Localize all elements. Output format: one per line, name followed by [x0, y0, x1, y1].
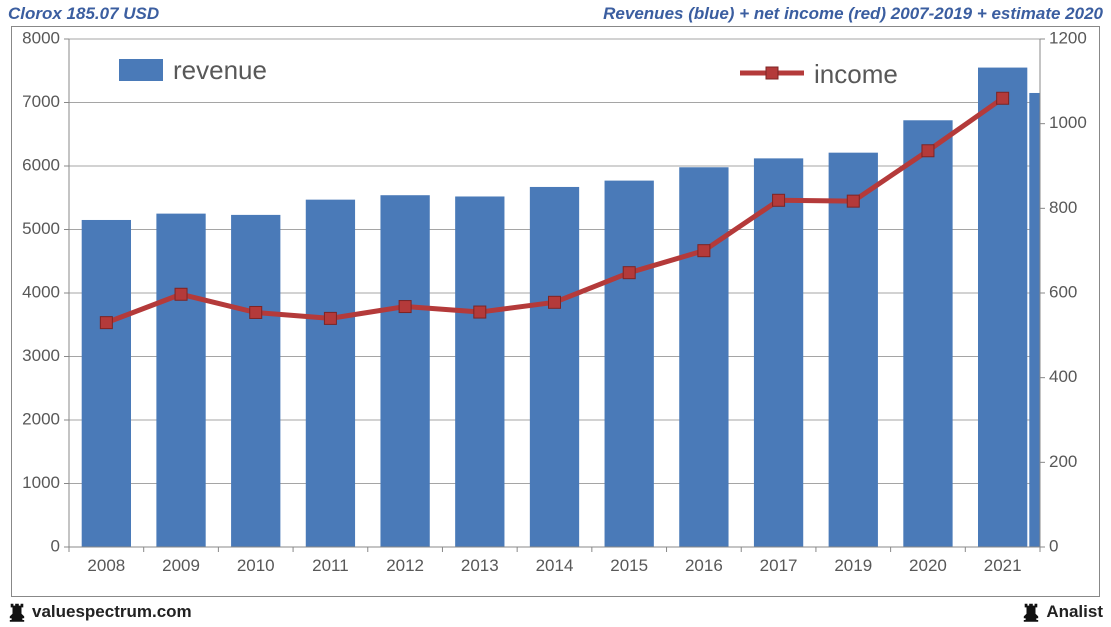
svg-text:6000: 6000 — [22, 155, 60, 174]
revenue-bar — [380, 195, 429, 547]
revenue-bar — [903, 120, 952, 547]
revenue-bar — [605, 181, 654, 547]
svg-text:2012: 2012 — [386, 556, 424, 575]
revenue-income-chart: 0 1000 2000 3000 4000 5000 6000 7000 8000 0 200 400… — [12, 27, 1099, 596]
income-marker — [324, 312, 336, 324]
svg-text:2021: 2021 — [984, 556, 1022, 575]
revenue-bar — [82, 220, 131, 547]
svg-text:2019: 2019 — [834, 556, 872, 575]
svg-text:1200: 1200 — [1049, 28, 1087, 47]
svg-text:200: 200 — [1049, 452, 1077, 471]
legend-label-revenue: revenue — [173, 55, 267, 85]
income-marker — [175, 288, 187, 300]
svg-text:2009: 2009 — [162, 556, 200, 575]
revenue-bar — [978, 68, 1027, 547]
header-left: Clorox 185.07 USD — [6, 4, 159, 24]
income-marker — [549, 296, 561, 308]
legend-label-income: income — [814, 59, 898, 89]
svg-text:2000: 2000 — [22, 409, 60, 428]
svg-text:400: 400 — [1049, 367, 1077, 386]
rook-icon — [8, 602, 26, 622]
footer-left-brand: valuespectrum.com — [8, 602, 192, 622]
revenue-bar — [231, 215, 280, 547]
revenue-bar — [679, 167, 728, 547]
svg-text:2011: 2011 — [312, 556, 349, 575]
svg-text:5000: 5000 — [22, 219, 60, 238]
svg-text:2017: 2017 — [760, 556, 798, 575]
svg-text:2013: 2013 — [461, 556, 499, 575]
svg-text:0: 0 — [1049, 536, 1058, 555]
revenue-bar — [156, 214, 205, 547]
income-marker — [399, 301, 411, 313]
header-right: Revenues (blue) + net income (red) 2007-… — [603, 4, 1105, 24]
income-marker — [847, 195, 859, 207]
income-marker — [100, 317, 112, 329]
revenue-bar — [829, 153, 878, 547]
revenue-bar — [455, 196, 504, 547]
header-bar: Clorox 185.07 USD Revenues (blue) + net … — [6, 2, 1105, 26]
revenue-bar — [306, 200, 355, 547]
svg-text:2020: 2020 — [909, 556, 947, 575]
revenue-bar-partial — [1029, 93, 1039, 547]
svg-text:3000: 3000 — [22, 346, 60, 365]
svg-text:2008: 2008 — [87, 556, 125, 575]
svg-text:8000: 8000 — [22, 28, 60, 47]
legend-marker-income — [766, 67, 778, 79]
income-marker — [922, 145, 934, 157]
footer-right-text: Analist — [1046, 602, 1103, 622]
income-marker — [997, 92, 1009, 104]
income-marker — [250, 306, 262, 318]
chart-stage: Clorox 185.07 USD Revenues (blue) + net … — [0, 0, 1111, 627]
svg-text:4000: 4000 — [22, 282, 60, 301]
revenue-bar — [530, 187, 579, 547]
income-marker — [773, 194, 785, 206]
svg-text:1000: 1000 — [22, 473, 60, 492]
income-marker — [698, 245, 710, 257]
svg-text:2015: 2015 — [610, 556, 648, 575]
footer-right-brand: Analist — [1022, 602, 1103, 622]
svg-text:800: 800 — [1049, 198, 1077, 217]
rook-icon — [1022, 602, 1040, 622]
svg-text:2014: 2014 — [536, 556, 574, 575]
svg-text:7000: 7000 — [22, 92, 60, 111]
svg-text:600: 600 — [1049, 282, 1077, 301]
svg-text:1000: 1000 — [1049, 113, 1087, 132]
footer-bar: valuespectrum.com Analist — [8, 599, 1103, 625]
svg-text:2010: 2010 — [237, 556, 275, 575]
legend-swatch-revenue — [119, 59, 163, 81]
svg-text:0: 0 — [51, 536, 60, 555]
revenue-bar — [754, 158, 803, 547]
income-marker — [474, 306, 486, 318]
footer-left-text: valuespectrum.com — [32, 602, 192, 622]
income-marker — [623, 267, 635, 279]
svg-text:2016: 2016 — [685, 556, 723, 575]
